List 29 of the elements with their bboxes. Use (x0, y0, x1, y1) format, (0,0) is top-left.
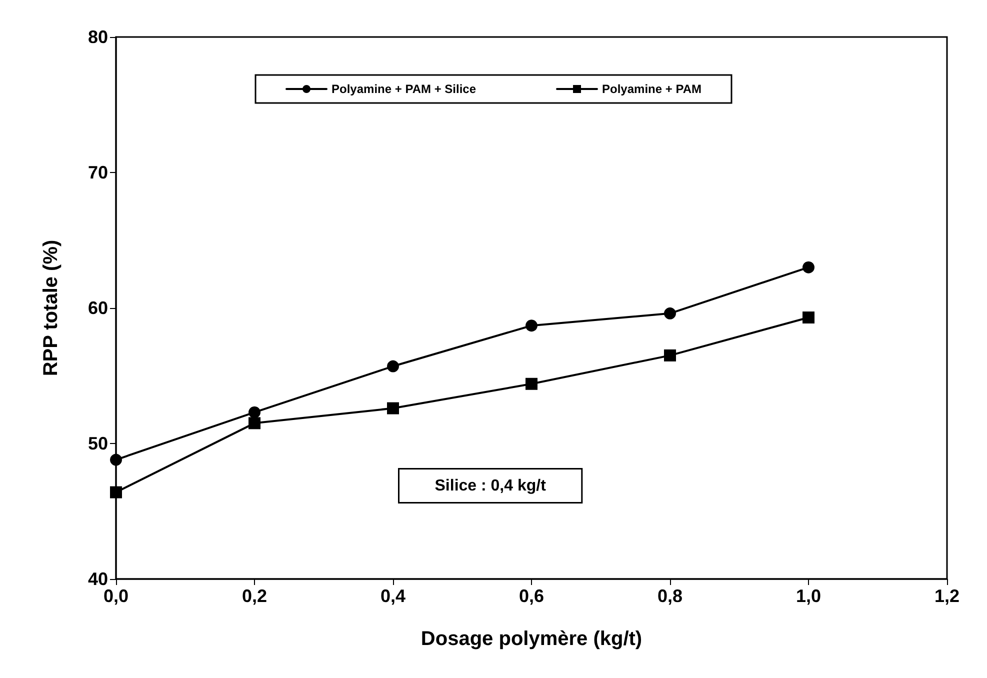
point (248, 406, 260, 418)
point (248, 417, 260, 430)
x-tick-label: 0,8 (657, 586, 683, 606)
x-tick-label: 0,0 (103, 586, 129, 606)
point (664, 349, 676, 362)
legend-label: Polyamine + PAM + Silice (332, 82, 476, 96)
y-axis-title: RPP totale (%) (40, 240, 62, 376)
y-tick-label: 80 (88, 27, 108, 47)
x-axis-title: Dosage polymère (kg/t) (420, 628, 642, 650)
point (664, 307, 676, 320)
y-tick-label: 60 (88, 298, 108, 318)
point (110, 454, 122, 466)
point (526, 378, 538, 390)
y-tick-label: 70 (88, 162, 108, 182)
point (526, 320, 538, 332)
point (110, 486, 122, 498)
y-tick-label: 40 (88, 569, 108, 589)
y-tick-label: 50 (88, 434, 108, 454)
x-tick-label: 1,0 (796, 586, 822, 606)
x-tick-label: 0,4 (380, 586, 406, 606)
legend-label: Polyamine + PAM (602, 82, 702, 96)
point (802, 311, 814, 324)
annotation: Silice : 0,4 kg/t (434, 477, 547, 494)
x-tick-label: 1,2 (934, 586, 960, 606)
point (387, 360, 399, 372)
x-tick-label: 0,2 (242, 586, 268, 606)
point (387, 402, 399, 414)
x-tick-label: 0,6 (518, 586, 544, 606)
point (802, 261, 814, 274)
